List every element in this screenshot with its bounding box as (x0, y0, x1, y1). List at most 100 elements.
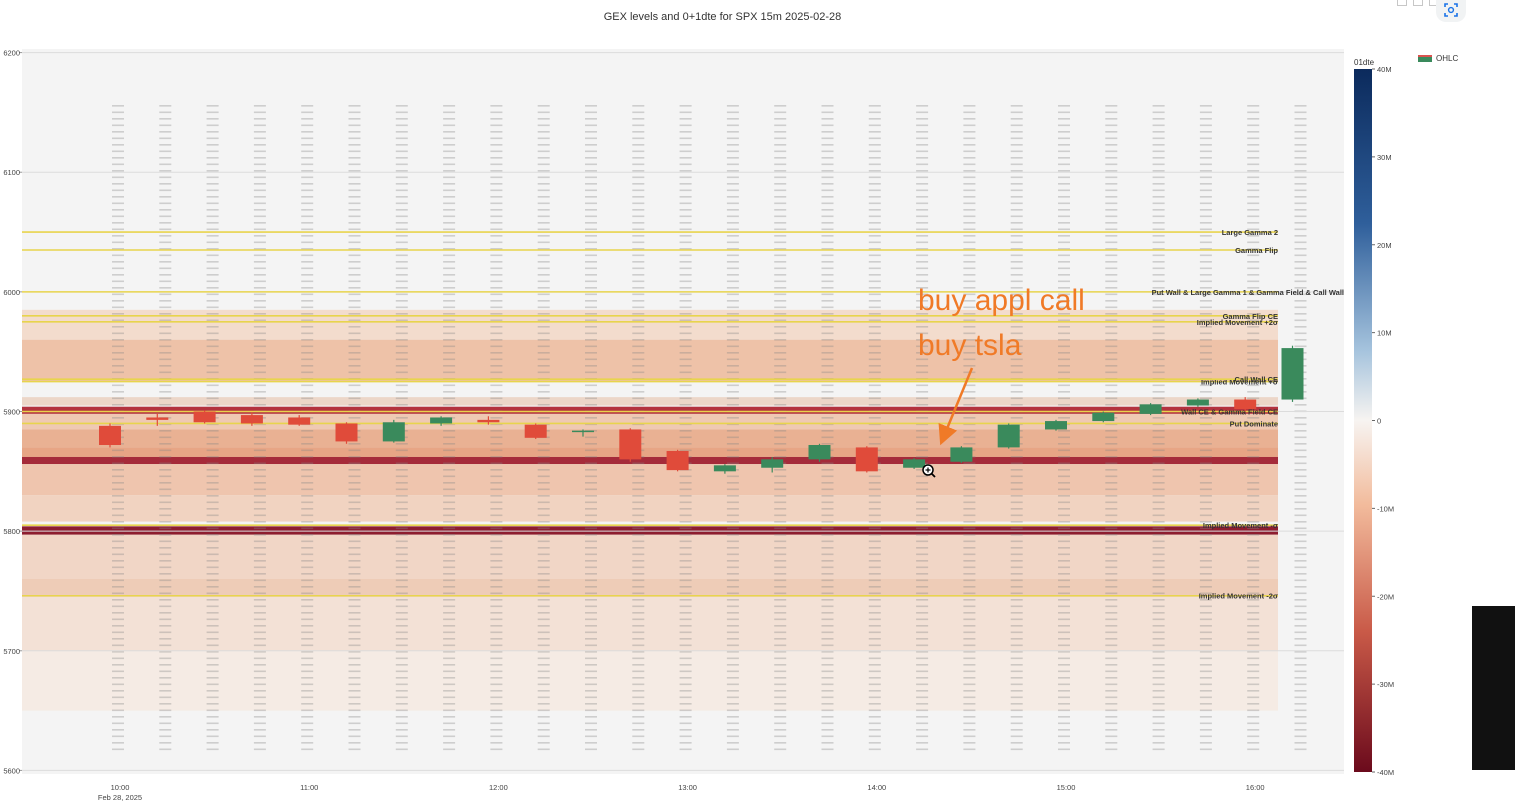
heatmap-cell-text (1247, 644, 1260, 647)
heatmap-cell-text (443, 306, 456, 309)
heatmap-cell-text (1199, 228, 1212, 231)
heatmap-cell-text (916, 436, 929, 439)
candle-body (903, 459, 926, 468)
heatmap-cell-text (916, 469, 929, 471)
heatmap-cell-text (1152, 566, 1165, 569)
heatmap-cell-text (963, 280, 976, 283)
heatmap-cell-text (1010, 631, 1023, 634)
legend[interactable]: OHLC (1418, 54, 1458, 63)
heatmap-cell-text (585, 709, 597, 712)
heatmap-cell-text (348, 709, 361, 712)
heatmap-cell-text (253, 345, 266, 348)
heatmap-cell-text (1199, 326, 1212, 328)
heatmap-cell-text (490, 482, 503, 484)
heatmap-cell-text (1010, 690, 1023, 692)
heatmap-cell-text (206, 553, 219, 556)
heatmap-cell-text (443, 690, 456, 692)
heatmap-cell-text (112, 404, 124, 406)
heatmap-cell-text (679, 371, 692, 374)
heatmap-cell-text (868, 183, 881, 185)
heatmap-cell-text (679, 300, 692, 302)
heatmap-cell-text (1247, 365, 1260, 367)
heatmap-cell-text (206, 625, 219, 627)
heatmap-cell-text (301, 222, 314, 224)
heatmap-cell-text (159, 319, 172, 322)
heatmap-cell-text (159, 254, 172, 257)
heatmap-cell-text (206, 111, 219, 114)
heatmap-cell-text (443, 703, 456, 705)
heatmap-cell-text (1058, 508, 1070, 510)
heatmap-cell-text (1294, 683, 1307, 686)
heatmap-cell-text (1294, 657, 1307, 660)
heatmap-cell-text (253, 514, 266, 517)
heatmap-cell-text (868, 579, 881, 582)
heatmap-cell-text (821, 612, 834, 614)
heatmap-cell-text (253, 189, 266, 192)
heatmap-cell-text (301, 592, 314, 595)
heatmap-cell-text (490, 599, 503, 601)
heatmap-cell-text (868, 293, 881, 296)
heatmap-cell-text (868, 300, 881, 302)
heatmap-cell-text (632, 547, 645, 549)
heatmap-cell-text (443, 748, 456, 751)
heatmap-cell-text (253, 748, 266, 751)
heatmap-cell-text (348, 306, 361, 309)
heatmap-cell-text (1105, 274, 1118, 276)
heatmap-cell-text (490, 209, 503, 211)
screenshot-icon[interactable] (1443, 1, 1459, 19)
heatmap-cell-text (1058, 157, 1070, 159)
heatmap-cell-text (916, 365, 929, 367)
modebar-zoom-icon[interactable] (1397, 0, 1407, 6)
heatmap-cell-text (963, 339, 976, 341)
heatmap-cell-text (348, 254, 361, 257)
heatmap-cell-text (348, 105, 361, 107)
heatmap-cell-text (348, 716, 361, 718)
heatmap-cell-text (159, 657, 172, 660)
screenshot-button[interactable] (1436, 0, 1466, 22)
heatmap-cell-text (1058, 605, 1070, 608)
heatmap-cell-text (774, 469, 787, 471)
heatmap-cell-text (774, 553, 787, 556)
heatmap-cell-text (632, 371, 645, 374)
heatmap-cell-text (1247, 183, 1260, 185)
annotation-arrow (938, 367, 974, 446)
heatmap-cell-text (1294, 566, 1307, 569)
x-tick-label: 15:00 (1057, 783, 1076, 792)
heatmap-cell-text (821, 332, 834, 335)
heatmap-cell-text (963, 508, 976, 510)
heatmap-cell-text (774, 638, 787, 640)
heatmap-cell-text (395, 261, 408, 263)
heatmap-cell-text (206, 105, 219, 107)
heatmap-cell-text (443, 677, 456, 679)
heatmap-cell-text (585, 488, 597, 491)
heatmap-cell-text (821, 716, 834, 718)
heatmap-cell-text (537, 592, 550, 595)
heatmap-cell-text (490, 150, 503, 153)
modebar-pan-icon[interactable] (1413, 0, 1423, 6)
heatmap-cell-text (821, 430, 834, 432)
heatmap-cell-text (1152, 690, 1165, 692)
heatmap-cell-text (1247, 677, 1260, 679)
heatmap-cell-text (1152, 553, 1165, 556)
heatmap-cell-text (490, 326, 503, 328)
heatmap-cell-text (1247, 664, 1260, 666)
heatmap-cell-text (112, 215, 124, 218)
heatmap-cell-text (112, 397, 124, 400)
heatmap-cell-text (206, 222, 219, 224)
heatmap-cell-text (963, 729, 976, 731)
heatmap-cell-text (679, 690, 692, 692)
heatmap-cell-text (537, 397, 550, 400)
heatmap-cell-text (916, 358, 929, 361)
heatmap-cell-text (821, 605, 834, 608)
heatmap-cell-text (632, 527, 645, 530)
heatmap-cell-text (112, 157, 124, 159)
heatmap-cell-text (916, 670, 929, 673)
candle-body (477, 419, 500, 423)
heatmap-cell-text (490, 592, 503, 595)
heatmap-cell-text (443, 423, 456, 426)
heatmap-cell-text (1058, 293, 1070, 296)
heatmap-cell-text (1247, 313, 1260, 315)
heatmap-cell-text (1247, 189, 1260, 192)
heatmap-cell-text (1010, 488, 1023, 491)
heatmap-cell-text (1247, 150, 1260, 153)
